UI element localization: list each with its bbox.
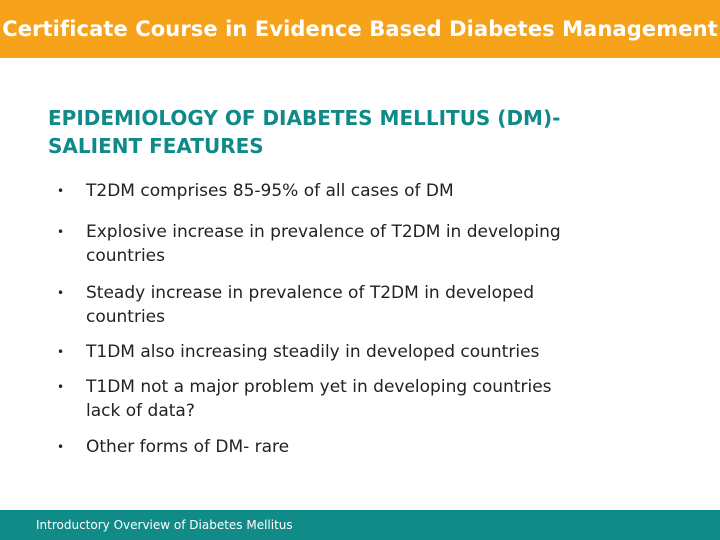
bullet-text: Explosive increase in prevalence of T2DM… (86, 222, 561, 266)
bullet-icon: • (57, 440, 65, 454)
slide-title: EPIDEMIOLOGY OF DIABETES MELLITUS (DM)- … (48, 104, 688, 160)
bullet-text: T1DM not a major problem yet in developi… (86, 377, 552, 421)
footer-label: Introductory Overview of Diabetes Mellit… (36, 518, 293, 532)
bullet-text: Steady increase in prevalence of T2DM in… (86, 283, 535, 327)
bullet-icon: • (57, 225, 65, 239)
bullet-icon: • (57, 286, 65, 300)
footer-band: Introductory Overview of Diabetes Mellit… (0, 510, 720, 540)
slide-title-line-2: SALIENT FEATURES (48, 134, 264, 158)
bullet-text: Other forms of DM- rare (86, 437, 290, 457)
bullet-text: T2DM comprises 85-95% of all cases of DM (86, 181, 454, 201)
bullet-icon: • (57, 184, 65, 198)
course-title: Certificate Course in Evidence Based Dia… (2, 17, 718, 41)
bullet-text: T1DM also increasing steadily in develop… (86, 342, 540, 362)
course-banner: Certificate Course in Evidence Based Dia… (0, 0, 720, 58)
bullet-icon: • (57, 345, 65, 359)
bullet-icon: • (57, 380, 65, 394)
slide-title-line-1: EPIDEMIOLOGY OF DIABETES MELLITUS (DM)- (48, 106, 561, 130)
